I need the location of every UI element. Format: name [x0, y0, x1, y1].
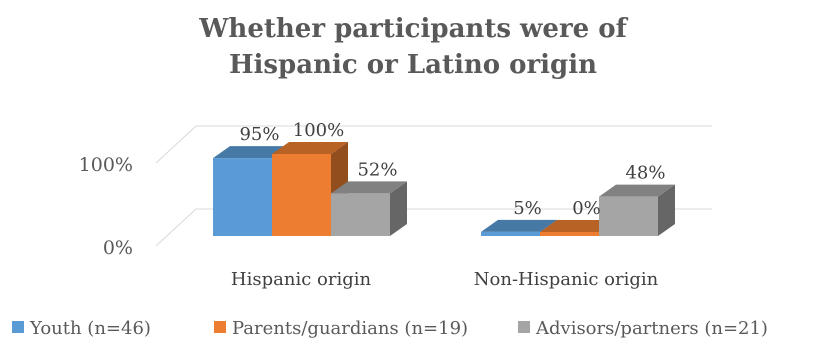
legend-item-advisors: Advisors/partners (n=21): [518, 318, 768, 339]
data-label-non-hispanic-origin-parents-guardians: 0%: [572, 198, 601, 219]
bar-hispanic-origin-parents-guardians-top: [272, 142, 348, 154]
x-category-label-hispanic: Hispanic origin: [231, 269, 372, 290]
gridline-100: [155, 125, 712, 164]
data-label-hispanic-origin-advisors-partners: 52%: [357, 159, 397, 180]
legend-swatch-parents: [214, 321, 226, 333]
bar-hispanic-origin-advisors-partners-front: [331, 193, 390, 236]
bar-hispanic-origin-parents-guardians-front: [272, 154, 331, 236]
gridlines: [155, 125, 712, 247]
bar-hispanic-origin-advisors-partners-side: [390, 181, 407, 236]
bar-hispanic-origin-advisors-partners-top: [331, 181, 407, 194]
y-axis: 100% 0%: [79, 154, 133, 259]
chart-title-line-2: Hispanic or Latino origin: [229, 50, 597, 80]
bar-hispanic-origin-youth-front: [213, 158, 272, 236]
bars: [213, 142, 675, 236]
x-axis: Hispanic origin Non-Hispanic origin: [231, 269, 659, 290]
bar-non-hispanic-origin-parents-guardians-top: [540, 220, 616, 232]
legend-label-parents: Parents/guardians (n=19): [232, 318, 468, 339]
y-tick-label-100: 100%: [79, 154, 133, 176]
bar-non-hispanic-origin-youth-top: [481, 219, 557, 232]
data-label-hispanic-origin-youth: 95%: [239, 124, 279, 145]
data-labels: 95% 100% 52% 5% 0% 48%: [239, 120, 665, 219]
bar-non-hispanic-origin-advisors-partners-top: [599, 184, 675, 197]
bar-non-hispanic-origin-parents-guardians-front: [540, 232, 599, 236]
chart-title: Whether participants were of Hispanic or…: [198, 14, 628, 80]
chart-title-line-1: Whether participants were of: [198, 14, 628, 44]
data-label-hispanic-origin-parents-guardians: 100%: [293, 120, 344, 141]
legend-swatch-advisors: [518, 321, 530, 333]
y-tick-label-0: 0%: [103, 237, 133, 259]
legend-swatch-youth: [12, 321, 24, 333]
bar-non-hispanic-origin-advisors-partners-front: [599, 196, 658, 236]
bar-non-hispanic-origin-advisors-partners: [599, 184, 675, 236]
x-category-label-non-hispanic: Non-Hispanic origin: [474, 269, 659, 290]
bar-hispanic-origin-youth-top: [213, 146, 289, 159]
legend-label-youth: Youth (n=46): [29, 318, 151, 339]
legend-item-youth: Youth (n=46): [12, 318, 151, 339]
bar-hispanic-origin-advisors-partners: [331, 181, 407, 236]
legend-item-parents: Parents/guardians (n=19): [214, 318, 468, 339]
legend: Youth (n=46) Parents/guardians (n=19) Ad…: [12, 318, 768, 339]
data-label-non-hispanic-origin-youth: 5%: [513, 198, 542, 219]
legend-label-advisors: Advisors/partners (n=21): [535, 318, 768, 339]
data-label-non-hispanic-origin-advisors-partners: 48%: [625, 163, 665, 184]
bar-non-hispanic-origin-advisors-partners-side: [658, 184, 675, 236]
bar-non-hispanic-origin-youth-front: [481, 231, 540, 236]
gridline-0: [155, 208, 712, 247]
